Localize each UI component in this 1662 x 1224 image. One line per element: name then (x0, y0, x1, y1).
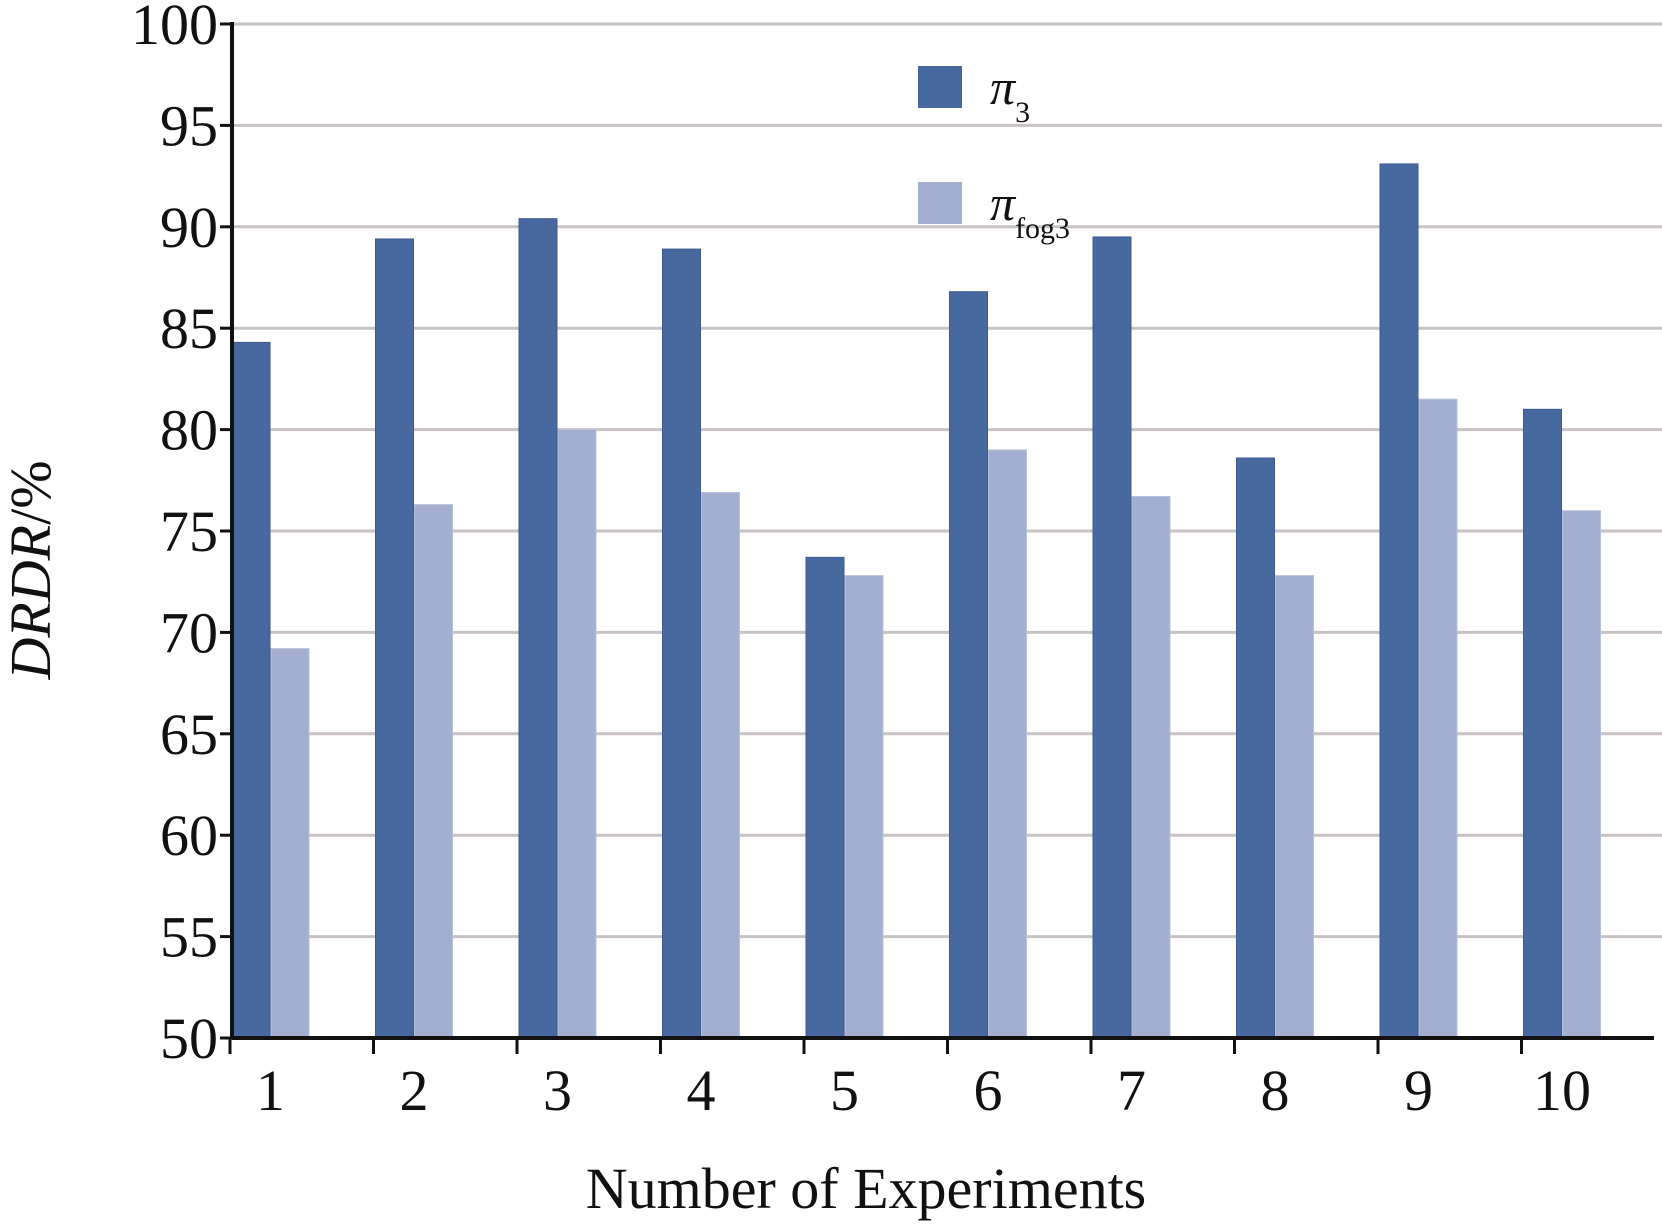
bar-series2-exp9 (1418, 398, 1458, 1039)
x-tick-label-6: 6 (974, 1058, 1003, 1123)
bar-series1-exp2 (375, 238, 414, 1039)
bar-series1-exp10 (1523, 408, 1562, 1039)
bar-series2-exp4 (701, 491, 740, 1039)
bar-series2-exp2 (414, 504, 453, 1039)
legend-label-2: πfog3 (990, 175, 1070, 245)
x-tick-label-2: 2 (400, 1058, 429, 1123)
bar-series1-exp9 (1379, 163, 1419, 1039)
y-tick-label-75: 75 (160, 499, 218, 564)
bar-series2-exp6 (988, 449, 1027, 1039)
legend-label-1: π3 (990, 59, 1030, 129)
y-tick-label-95: 95 (160, 93, 218, 158)
bar-series2-exp10 (1562, 510, 1601, 1039)
bar-series1-exp6 (949, 291, 988, 1039)
axes (220, 22, 1654, 1054)
y-tick-label-55: 55 (160, 905, 218, 970)
legend: π3 πfog3 (918, 59, 1070, 245)
x-tick-label-7: 7 (1117, 1058, 1146, 1123)
x-tick-label-4: 4 (687, 1058, 716, 1123)
bar-series2-exp3 (557, 429, 597, 1039)
bar-series2-exp8 (1275, 575, 1314, 1039)
x-tick-label-3: 3 (543, 1058, 572, 1123)
y-tick-label-65: 65 (160, 702, 218, 767)
x-tick-labels: 1 2 3 4 5 6 7 8 9 10 (256, 1058, 1591, 1123)
y-tick-label-85: 85 (160, 296, 218, 361)
y-tick-label-80: 80 (160, 398, 218, 463)
x-tick-label-10: 10 (1533, 1058, 1591, 1123)
y-axis-title-main: DRDR (0, 525, 63, 681)
bar-series1-exp7 (1092, 236, 1132, 1039)
bar-series1-exp3 (518, 218, 558, 1039)
bar-series2-exp1 (270, 648, 310, 1039)
bar-series1-exp5 (805, 556, 845, 1039)
bar-series1-exp8 (1236, 457, 1275, 1039)
bars (231, 163, 1601, 1039)
y-tick-labels: 50 55 60 65 70 75 80 85 90 95 100 (131, 0, 218, 1071)
x-axis-title: Number of Experiments (586, 1156, 1147, 1221)
y-axis-title-unit: /% (0, 460, 63, 524)
gridlines (232, 22, 1662, 939)
bar-series2-exp7 (1131, 496, 1171, 1039)
bar-series1-exp4 (662, 248, 701, 1039)
x-tick-label-1: 1 (256, 1058, 285, 1123)
x-tick-label-9: 9 (1404, 1058, 1433, 1123)
bar-series1-exp1 (231, 341, 271, 1039)
legend-swatch-2 (918, 182, 962, 224)
legend-swatch-1 (918, 66, 962, 108)
y-tick-label-60: 60 (160, 803, 218, 868)
bar-series2-exp5 (844, 575, 884, 1039)
y-tick-label-50: 50 (160, 1006, 218, 1071)
x-tick-label-8: 8 (1261, 1058, 1290, 1123)
y-tick-label-100: 100 (131, 0, 218, 57)
x-tick-label-5: 5 (830, 1058, 859, 1123)
y-tick-label-90: 90 (160, 195, 218, 260)
y-axis-title: DRDR/% (0, 460, 63, 680)
y-tick-label-70: 70 (160, 600, 218, 665)
